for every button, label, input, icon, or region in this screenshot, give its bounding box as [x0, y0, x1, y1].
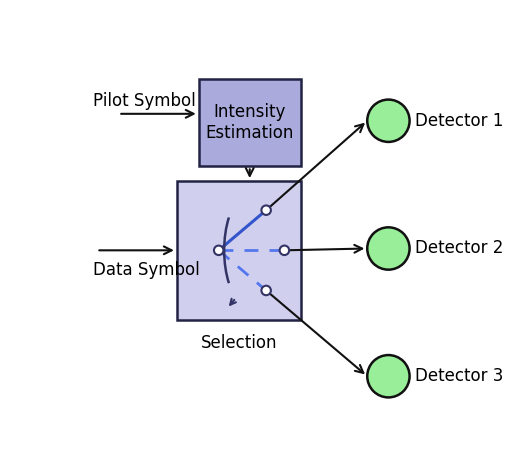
Text: Intensity
Estimation: Intensity Estimation — [206, 103, 294, 142]
Text: Detector 3: Detector 3 — [415, 367, 504, 385]
Circle shape — [261, 205, 271, 215]
Text: Detector 1: Detector 1 — [415, 112, 504, 130]
Circle shape — [261, 286, 271, 295]
FancyBboxPatch shape — [176, 181, 301, 319]
Text: Detector 2: Detector 2 — [415, 239, 504, 257]
Text: Data Symbol: Data Symbol — [93, 261, 199, 279]
Circle shape — [280, 246, 289, 255]
Circle shape — [367, 228, 410, 270]
FancyBboxPatch shape — [199, 79, 301, 166]
Circle shape — [367, 355, 410, 397]
Circle shape — [214, 246, 224, 255]
Circle shape — [367, 100, 410, 142]
Text: Selection: Selection — [200, 334, 277, 352]
Text: Pilot Symbol: Pilot Symbol — [93, 92, 196, 110]
